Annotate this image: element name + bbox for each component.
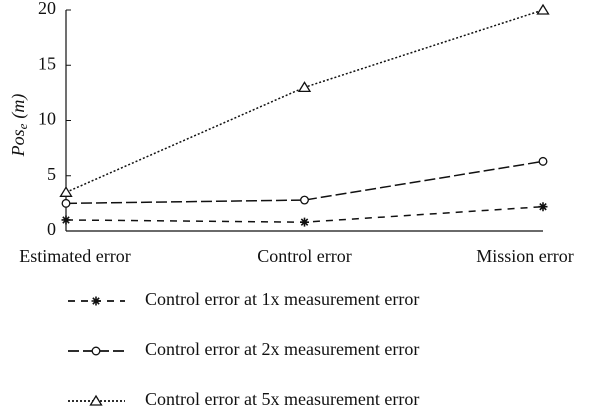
data-point bbox=[297, 81, 312, 92]
legend-label: Control error at 1x measurement error bbox=[145, 289, 419, 309]
y-tick-label: 15 bbox=[38, 53, 56, 73]
y-tick-label: 5 bbox=[47, 164, 56, 184]
data-point bbox=[538, 202, 548, 212]
data-point bbox=[300, 195, 309, 205]
data-point bbox=[59, 186, 73, 197]
series-line bbox=[65, 160, 544, 205]
data-point bbox=[538, 156, 548, 166]
y-tick-label: 0 bbox=[47, 219, 56, 239]
series-line bbox=[65, 9, 544, 194]
x-tick-label: Estimated error bbox=[19, 246, 130, 266]
legend-label: Control error at 5x measurement error bbox=[145, 389, 419, 409]
y-tick-label: 20 bbox=[38, 0, 56, 18]
data-point bbox=[300, 217, 309, 227]
y-axis-label: Pose (m) bbox=[8, 94, 30, 158]
y-label-main: Pos bbox=[8, 129, 28, 157]
y-label-unit: (m) bbox=[8, 94, 29, 119]
x-tick-label: Control error bbox=[257, 246, 351, 266]
legend-marker bbox=[91, 346, 101, 356]
data-point bbox=[536, 3, 550, 15]
y-label-sub: e bbox=[15, 123, 30, 129]
legend-label: Control error at 2x measurement error bbox=[145, 339, 419, 359]
legend-marker bbox=[89, 394, 103, 406]
data-point bbox=[61, 198, 71, 208]
legend-marker bbox=[91, 296, 101, 306]
y-tick-label: 10 bbox=[38, 109, 56, 129]
x-tick-label: Mission error bbox=[476, 246, 574, 266]
data-point bbox=[61, 215, 71, 225]
